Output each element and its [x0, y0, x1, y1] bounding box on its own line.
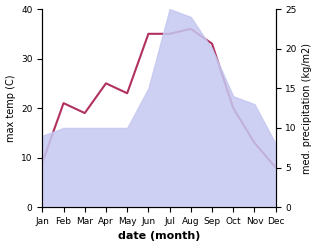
Y-axis label: med. precipitation (kg/m2): med. precipitation (kg/m2) — [302, 43, 313, 174]
Y-axis label: max temp (C): max temp (C) — [5, 74, 16, 142]
X-axis label: date (month): date (month) — [118, 231, 200, 242]
